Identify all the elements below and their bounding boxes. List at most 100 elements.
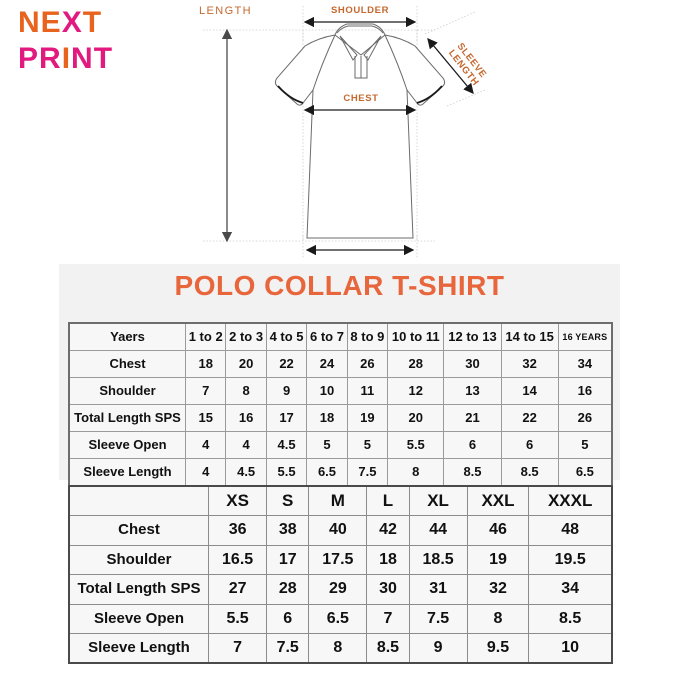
kids-cell-sleeve-open-8: 5 [557, 431, 613, 459]
kids-cell-total-length-1: 16 [225, 404, 267, 432]
kids-row-label-sleeve-open: Sleeve Open [68, 431, 186, 459]
table-row: Shoulder 16.5 17 17.5 18 18.5 19 19.5 [68, 544, 613, 576]
kids-cell-shoulder-6: 13 [443, 377, 502, 405]
kids-col-header-5: 8 to 9 [346, 322, 389, 351]
adult-col-header-xl: XL [408, 485, 468, 517]
kids-cell-shoulder-2: 9 [265, 377, 308, 405]
adult-cell-shoulder-3: 18 [366, 544, 410, 576]
kids-cell-chest-8: 34 [557, 350, 613, 378]
adult-cell-shoulder-2: 17.5 [308, 544, 368, 576]
kids-cell-sleeve-length-7: 8.5 [500, 458, 559, 487]
adult-cell-chest-4: 44 [408, 515, 468, 546]
measurement-diagram: SHOULDER LENGTH CHEST SLEEVE LENGTH [185, 0, 515, 262]
adult-col-header-s: S [266, 485, 310, 517]
adult-cell-total-length-6: 34 [528, 574, 613, 605]
kids-cell-chest-5: 28 [387, 350, 445, 378]
kids-cell-total-length-4: 19 [346, 404, 389, 432]
adult-row-label-sleeve-length: Sleeve Length [68, 633, 209, 664]
adult-row-label-sleeve-open: Sleeve Open [68, 603, 209, 635]
adult-cell-shoulder-1: 17 [266, 544, 310, 576]
logo-i-glyph: I [61, 42, 72, 75]
kids-cell-shoulder-8: 16 [557, 377, 613, 405]
kids-cell-sleeve-length-4: 7.5 [346, 458, 389, 487]
adult-size-table: XS S M L XL XXL XXXL Chest 36 38 40 42 4… [68, 485, 613, 665]
logo-next-text: NEXT [18, 8, 178, 38]
logo-next-part-b: T [82, 6, 103, 39]
kids-cell-sleeve-length-5: 8 [387, 458, 445, 487]
kids-cell-total-length-7: 22 [500, 404, 559, 432]
kids-cell-sleeve-open-2: 4.5 [265, 431, 308, 459]
kids-cell-chest-0: 18 [184, 350, 227, 378]
table-row: Shoulder 7 8 9 10 11 12 13 14 16 [68, 377, 613, 405]
adult-cell-chest-2: 40 [308, 515, 368, 546]
table-row: Sleeve Length 7 7.5 8 8.5 9 9.5 10 [68, 633, 613, 664]
kids-col-header-8: 14 to 15 [500, 322, 559, 351]
adult-cell-sleeve-length-5: 9.5 [466, 633, 530, 664]
adult-cell-sleeve-length-3: 8.5 [366, 633, 410, 664]
kids-cell-shoulder-0: 7 [184, 377, 227, 405]
adult-col-header-xs: XS [207, 485, 268, 517]
kids-col-header-3: 4 to 5 [265, 322, 308, 351]
adult-col-header-m: M [308, 485, 368, 517]
table-row: Sleeve Open 5.5 6 6.5 7 7.5 8 8.5 [68, 603, 613, 635]
adult-cell-sleeve-open-6: 8.5 [528, 603, 613, 635]
kids-cell-sleeve-open-1: 4 [225, 431, 267, 459]
kids-cell-chest-3: 24 [306, 350, 348, 378]
kids-cell-shoulder-1: 8 [225, 377, 267, 405]
adult-size-table-body: XS S M L XL XXL XXXL Chest 36 38 40 42 4… [68, 485, 613, 664]
adult-row-label-total-length: Total Length SPS [68, 574, 209, 605]
kids-cell-sleeve-length-2: 5.5 [265, 458, 308, 487]
adult-cell-chest-1: 38 [266, 515, 310, 546]
shirt-left-cuff [277, 85, 304, 104]
adult-cell-total-length-2: 29 [308, 574, 368, 605]
adult-cell-sleeve-length-4: 9 [408, 633, 468, 664]
chart-title: POLO COLLAR T-SHIRT [174, 270, 505, 301]
kids-col-header-2: 2 to 3 [225, 322, 267, 351]
kids-cell-total-length-6: 21 [443, 404, 502, 432]
guide-lines [203, 6, 486, 258]
kids-col-header-9: 16 YEARS [557, 322, 613, 351]
brand-logo: NEXT PRINT [18, 8, 178, 88]
kids-col-header-7: 12 to 13 [443, 322, 502, 351]
adult-row-label-chest: Chest [68, 515, 209, 546]
kids-cell-total-length-5: 20 [387, 404, 445, 432]
kids-cell-sleeve-length-0: 4 [184, 458, 227, 487]
kids-cell-sleeve-open-4: 5 [346, 431, 389, 459]
kids-col-header-0: Yaers [68, 322, 186, 351]
adult-cell-sleeve-open-1: 6 [266, 603, 310, 635]
kids-cell-shoulder-3: 10 [306, 377, 348, 405]
adult-col-header-xxl: XXL [466, 485, 530, 517]
kids-row-label-shoulder: Shoulder [68, 377, 186, 405]
adult-cell-sleeve-open-5: 8 [466, 603, 530, 635]
kids-cell-shoulder-5: 12 [387, 377, 445, 405]
shirt-left-shoulder-seam [312, 34, 336, 91]
kids-col-header-1: 1 to 2 [184, 322, 227, 351]
adult-cell-chest-6: 48 [528, 515, 613, 546]
adult-cell-shoulder-0: 16.5 [207, 544, 268, 576]
kids-cell-shoulder-4: 11 [346, 377, 389, 405]
shirt-collar-inner [336, 25, 384, 34]
diagram-label-length: LENGTH [199, 5, 252, 17]
adult-cell-sleeve-open-0: 5.5 [207, 603, 268, 635]
kids-cell-sleeve-open-0: 4 [184, 431, 227, 459]
diagram-label-chest: CHEST [343, 93, 378, 104]
adult-cell-shoulder-6: 19.5 [528, 544, 613, 576]
kids-cell-chest-1: 20 [225, 350, 267, 378]
shirt-right-shoulder-seam [384, 34, 408, 91]
kids-cell-sleeve-length-3: 6.5 [306, 458, 348, 487]
kids-cell-sleeve-open-6: 6 [443, 431, 502, 459]
adult-cell-sleeve-open-2: 6.5 [308, 603, 368, 635]
adult-cell-sleeve-length-2: 8 [308, 633, 368, 664]
logo-print-part-b: NT [71, 42, 114, 75]
adult-col-header-xxxl: XXXL [528, 485, 613, 517]
kids-cell-chest-4: 26 [346, 350, 389, 378]
sleeve-length-label-group: SLEEVE LENGTH [446, 41, 489, 88]
adult-cell-total-length-4: 31 [408, 574, 468, 605]
kids-cell-total-length-0: 15 [184, 404, 227, 432]
shirt-body [275, 34, 445, 239]
adult-cell-chest-5: 46 [466, 515, 530, 546]
logo-next-part-a: NE [18, 6, 62, 39]
kids-cell-total-length-2: 17 [265, 404, 308, 432]
table-row: Chest 36 38 40 42 44 46 48 [68, 515, 613, 546]
kids-cell-total-length-3: 18 [306, 404, 348, 432]
